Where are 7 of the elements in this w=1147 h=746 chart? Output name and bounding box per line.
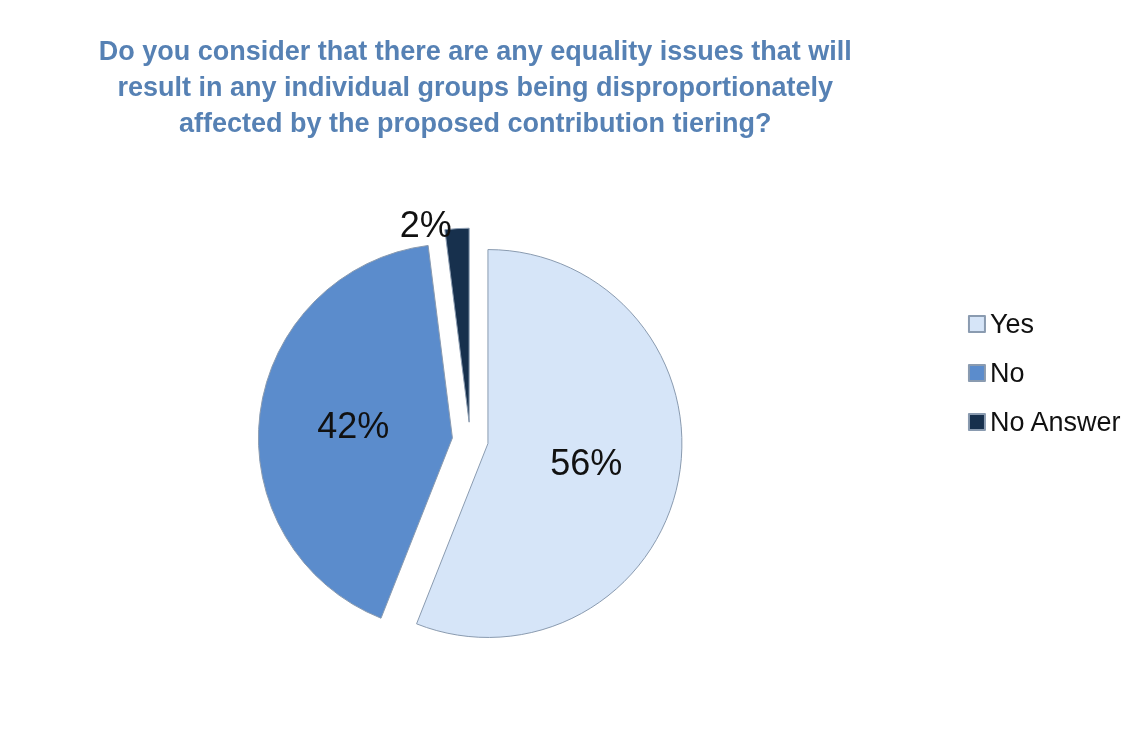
legend-label: No bbox=[989, 358, 1025, 388]
data-label: 42% bbox=[317, 404, 390, 446]
data-label: 56% bbox=[550, 441, 623, 483]
legend-label: Yes bbox=[989, 309, 1034, 339]
data-label: 2% bbox=[399, 204, 452, 246]
chart-title: Do you consider that there are any equality issues that will result in any individual groups being disproportionately affected by the proposed contribution tiering? bbox=[98, 36, 852, 138]
legend-label: No Answer bbox=[989, 407, 1121, 437]
